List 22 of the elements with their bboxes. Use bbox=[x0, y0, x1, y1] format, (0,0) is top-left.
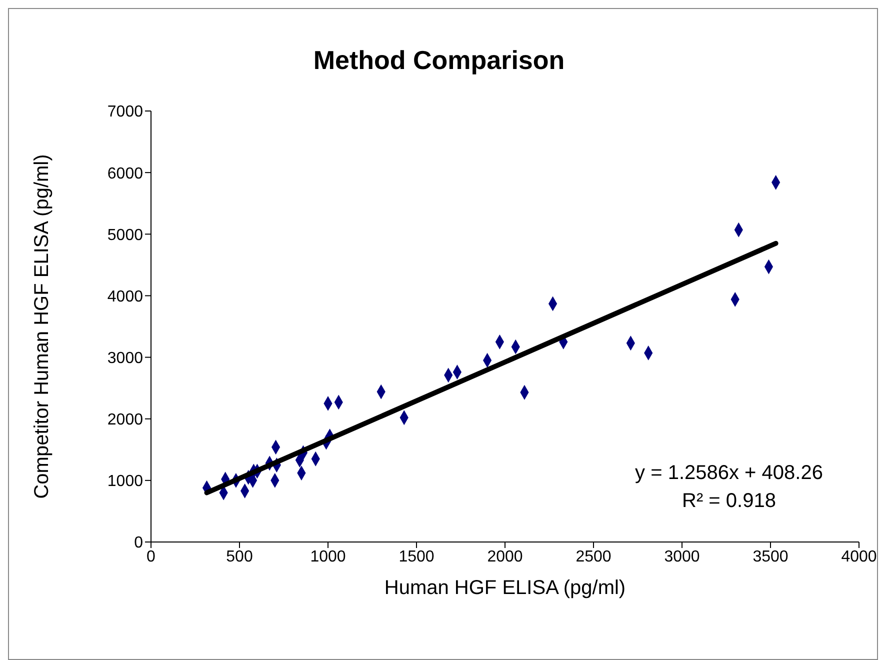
x-tick-label: 3000 bbox=[664, 548, 700, 566]
x-tick-label: 1000 bbox=[310, 548, 346, 566]
x-tick-label: 2500 bbox=[576, 548, 612, 566]
x-tick-label: 4000 bbox=[841, 548, 877, 566]
x-tick-label: 1500 bbox=[398, 548, 434, 566]
x-tick-label: 3500 bbox=[752, 548, 788, 566]
x-tick-label: 2000 bbox=[487, 548, 523, 566]
chart-title: Method Comparison bbox=[312, 45, 566, 76]
y-tick-label: 0 bbox=[134, 534, 144, 552]
y-tick-label: 6000 bbox=[107, 165, 144, 182]
y-tick-label: 5000 bbox=[107, 226, 144, 244]
annotation: R² = 0.918 bbox=[681, 489, 777, 514]
y-tick-label: 4000 bbox=[107, 288, 144, 306]
x-tick-label: 500 bbox=[226, 548, 253, 566]
y-tick-label: 7000 bbox=[107, 104, 144, 121]
y-tick-label: 2000 bbox=[107, 412, 144, 429]
y-tick-label: 3000 bbox=[107, 350, 144, 367]
x-axis-title: Human HGF ELISA (pg/ml) bbox=[384, 577, 626, 599]
y-tick-label: 1000 bbox=[107, 473, 144, 490]
x-tick-label: 0 bbox=[146, 548, 156, 566]
y-axis-title: Competitor Human HGF ELISA (pg/ml) bbox=[31, 154, 54, 499]
annotation: y = 1.2586x + 408.26 bbox=[634, 461, 824, 486]
